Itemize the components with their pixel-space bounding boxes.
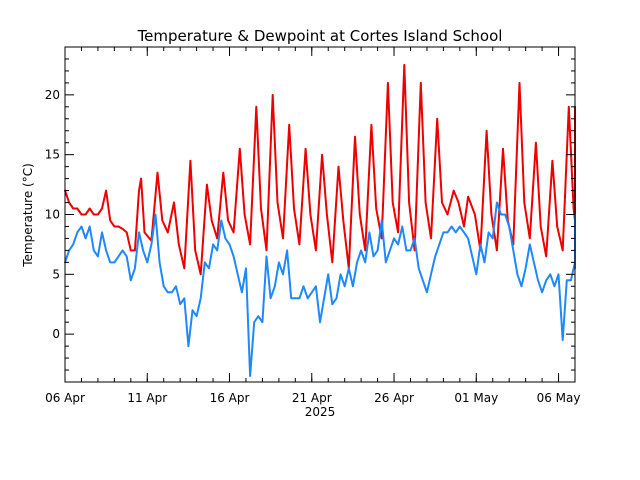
- x-tick-label: 11 Apr: [127, 391, 167, 405]
- y-tick-label: 15: [45, 148, 60, 162]
- y-tick-label: 10: [45, 208, 60, 222]
- x-tick-label: 06 May: [537, 391, 581, 405]
- y-tick-label: 5: [52, 267, 60, 281]
- x-axis-label: 2025: [305, 405, 336, 419]
- series-layer: [64, 63, 576, 377]
- plot-frame: [64, 46, 576, 383]
- temperature-line: [64, 63, 576, 276]
- x-tick-label: 21 Apr: [292, 391, 332, 405]
- y-tick-label: 0: [52, 327, 60, 341]
- y-axis-label: Temperature (°C): [21, 163, 35, 268]
- y-tick-label: 20: [45, 88, 60, 102]
- chart-title: Temperature & Dewpoint at Cortes Island …: [137, 27, 503, 45]
- x-tick-label: 01 May: [454, 391, 498, 405]
- dewpoint-line: [64, 201, 576, 377]
- x-tick-label: 26 Apr: [374, 391, 414, 405]
- x-tick-label: 06 Apr: [45, 391, 85, 405]
- x-tick-label: 16 Apr: [210, 391, 250, 405]
- ticks-layer: 0 5 10 15 20 06 Apr 11 Apr 16 Apr 21 Apr 26 Apr 01…: [45, 46, 581, 405]
